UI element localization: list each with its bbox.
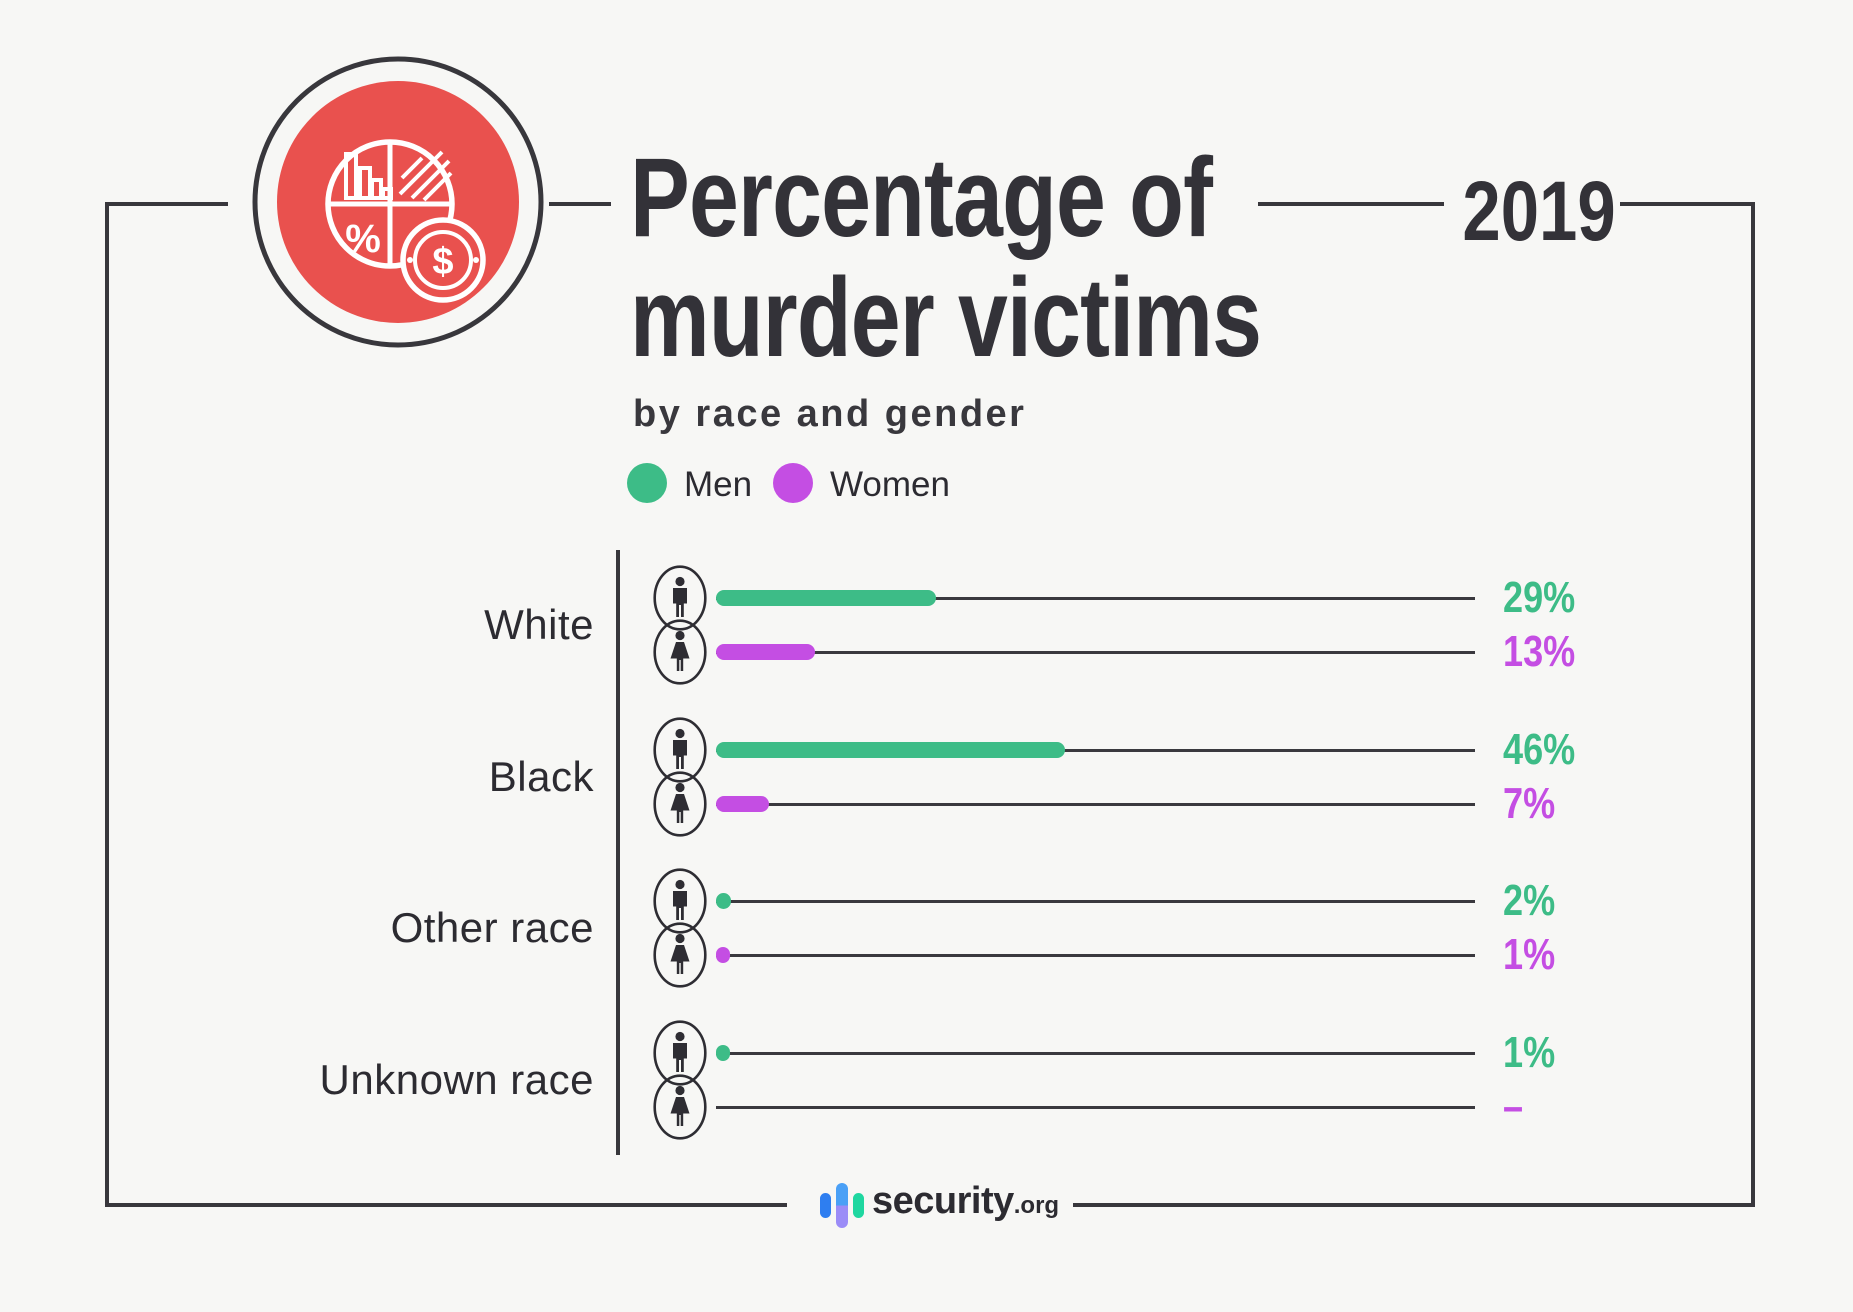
page-title: Percentage of murder victims — [630, 135, 1262, 380]
male-person-icon — [652, 717, 708, 783]
female-person-icon — [652, 1074, 708, 1140]
bar-track-line — [716, 748, 1475, 752]
value-bar-men — [716, 893, 732, 909]
male-person-icon — [652, 1020, 708, 1086]
value-label-men: 2% — [1503, 876, 1556, 925]
legend-men-label: Men — [684, 465, 753, 504]
female-person-icon — [652, 771, 708, 837]
frame-top-segment-b — [549, 202, 611, 206]
page-title-line1: Percentage of — [630, 135, 1213, 260]
value-bar-men — [716, 590, 937, 606]
value-bar-women — [716, 644, 815, 660]
frame-top-segment-c — [1258, 202, 1444, 206]
security-org-logo-bars-icon — [853, 1193, 864, 1218]
frame-border-left — [105, 202, 109, 1207]
bar-track-line — [716, 1105, 1475, 1109]
svg-text:%: % — [345, 217, 381, 261]
brand-tld: .org — [1013, 1192, 1060, 1219]
male-person-icon — [652, 868, 708, 934]
category-label: White — [484, 601, 594, 648]
female-person-icon — [652, 922, 708, 988]
security-org-logo-bars-icon — [836, 1183, 848, 1228]
frame-top-segment-d — [1620, 202, 1755, 206]
brand-name: security — [872, 1180, 1014, 1222]
value-label-women: 7% — [1503, 779, 1556, 828]
male-person-icon — [652, 565, 708, 631]
security-org-logo-bars-icon — [820, 1193, 831, 1218]
page-subtitle: by race and gender — [633, 393, 1027, 435]
category-label: Other race — [390, 904, 594, 951]
bar-track-line — [716, 802, 1475, 806]
legend-women-label: Women — [830, 465, 950, 504]
value-label-men: 46% — [1503, 725, 1576, 774]
bar-track-line — [716, 596, 1475, 600]
frame-border-bottom-right-segment — [1073, 1203, 1755, 1207]
legend-women-dot-icon — [773, 463, 813, 503]
value-label-men: 1% — [1503, 1028, 1556, 1077]
value-label-women: 13% — [1503, 627, 1576, 676]
bar-track-line — [716, 1051, 1475, 1055]
value-label-women: 1% — [1503, 930, 1556, 979]
value-bar-men — [716, 742, 1066, 758]
chart-axis-line — [616, 550, 620, 1155]
bar-track-line — [716, 953, 1475, 957]
brand-wordmark: security.org — [872, 1180, 1059, 1223]
frame-border-bottom-left-segment — [105, 1203, 787, 1207]
value-bar-women — [716, 796, 770, 812]
legend-men-dot-icon — [627, 463, 667, 503]
value-label-women: – — [1503, 1082, 1524, 1131]
value-bar-men — [716, 1045, 730, 1061]
bar-track-line — [716, 899, 1475, 903]
page-title-line2: murder victims — [630, 255, 1262, 380]
female-person-icon — [652, 619, 708, 685]
value-bar-women — [716, 947, 730, 963]
value-label-men: 29% — [1503, 573, 1576, 622]
pie-chart-statistics-icon: % $ — [250, 54, 546, 350]
category-label: Black — [488, 753, 594, 800]
bar-track-line — [716, 650, 1475, 654]
frame-border-right — [1751, 202, 1755, 1207]
frame-top-segment-a — [105, 202, 228, 206]
category-label: Unknown race — [319, 1056, 594, 1103]
svg-text:$: $ — [432, 241, 453, 283]
year-label: 2019 — [1462, 164, 1616, 258]
